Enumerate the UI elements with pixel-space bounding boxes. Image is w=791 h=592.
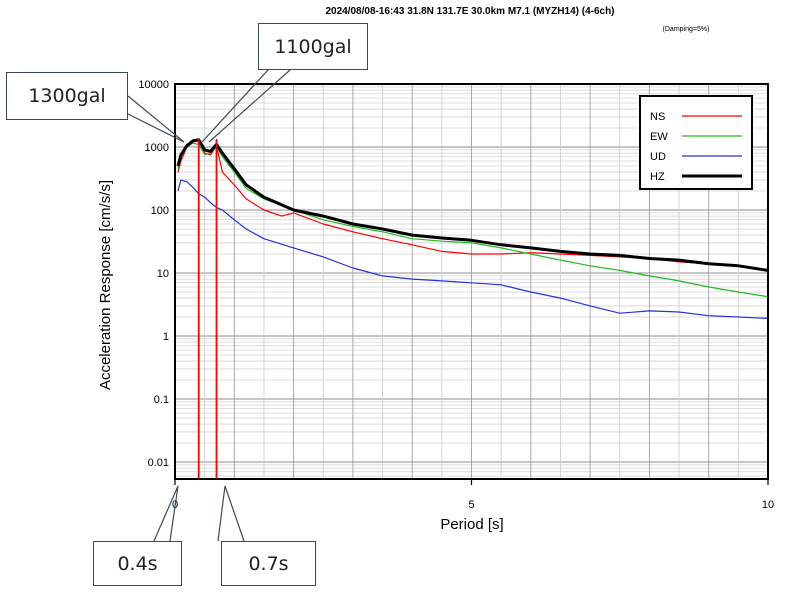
- legend-label-ns: NS: [650, 111, 665, 123]
- y-tick-label: 100: [151, 205, 169, 217]
- y-tick-label: 0.1: [154, 394, 169, 406]
- y-tick-label: 10000: [138, 79, 169, 91]
- period-0.7s-callout: 0.7s: [221, 541, 316, 586]
- chart-subtitle: (Damping=5%): [663, 26, 710, 33]
- y-tick-label: 0.01: [148, 457, 169, 469]
- series-lines: [176, 138, 769, 319]
- period-0.4s-callout: 0.4s: [93, 541, 182, 586]
- grid: [175, 84, 768, 479]
- legend-label-hz: HZ: [650, 171, 665, 183]
- y-tick-label: 1: [163, 331, 169, 343]
- legend-label-ud: UD: [650, 151, 666, 163]
- callout-connectors: [127, 69, 291, 542]
- plot-frame: [174, 83, 769, 480]
- y-axis-label: Acceleration Response [cm/s/s]: [97, 180, 114, 390]
- chart-title: 2024/08/08-16:43 31.8N 131.7E 30.0km M7.…: [325, 6, 614, 17]
- y-tick-label: 10: [157, 268, 169, 280]
- peak-1300gal-callout: 1300gal: [6, 72, 128, 120]
- series-hz-line: [176, 138, 769, 272]
- period-marker-lines: [197, 139, 218, 479]
- x-tick-label: 10: [762, 499, 774, 511]
- x-axis-label: Period [s]: [440, 516, 503, 533]
- legend: NS EW UD HZ: [639, 95, 753, 190]
- y-tick-label: 1000: [145, 142, 169, 154]
- legend-label-ew: EW: [650, 131, 668, 143]
- legend-box: [639, 95, 753, 190]
- series-ew-line: [177, 142, 769, 298]
- x-tick-label: 5: [468, 499, 474, 511]
- peak-1100gal-callout: 1100gal: [258, 23, 368, 70]
- series-ud-line: [177, 179, 769, 319]
